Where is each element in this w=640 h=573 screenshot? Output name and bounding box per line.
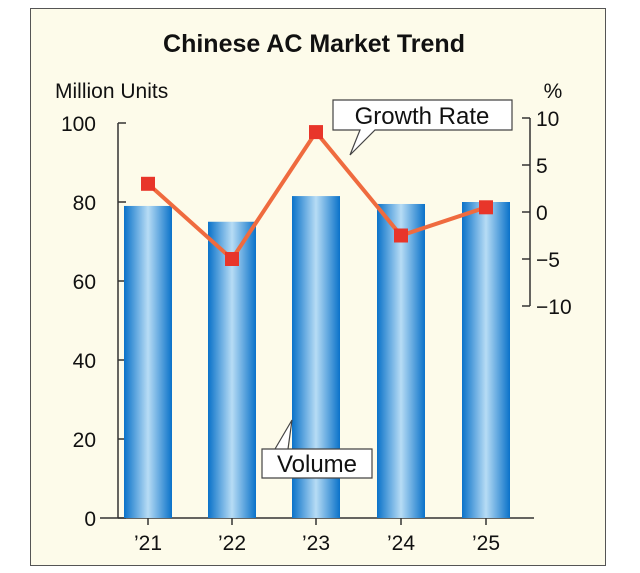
growth-rate-point-1 — [225, 252, 239, 266]
bar-volume-4 — [462, 202, 510, 518]
y-tick-label: 0 — [84, 508, 96, 531]
y-axis-label: Million Units — [55, 80, 168, 103]
y2-tick-label: 10 — [536, 108, 559, 131]
growth-rate-point-4 — [479, 200, 493, 215]
y2-tick-label: −10 — [536, 296, 572, 319]
growth-rate-point-0 — [141, 176, 155, 191]
y-tick-label: 20 — [73, 429, 96, 452]
y-tick-label: 40 — [73, 350, 96, 373]
growth-rate-callout-label: Growth Rate — [355, 103, 490, 130]
y-tick-label: 100 — [61, 113, 96, 136]
y2-axis-label: % — [544, 80, 563, 103]
y2-tick-label: 5 — [536, 155, 548, 178]
volume-callout-label: Volume — [277, 451, 357, 478]
growth-rate-point-3 — [394, 228, 408, 243]
growth-rate-callout-box — [332, 99, 513, 156]
x-tick-label: ’24 — [387, 532, 415, 555]
y2-tick-label: −5 — [536, 249, 560, 272]
growth-rate-point-2 — [309, 125, 323, 140]
volume-callout-box — [261, 419, 373, 479]
bar-volume-0 — [124, 205, 172, 518]
y2-tick-label: 0 — [536, 202, 548, 225]
bar-volume-3 — [377, 203, 425, 518]
y-tick-label: 80 — [73, 192, 96, 215]
x-tick-label: ’23 — [302, 532, 330, 555]
x-tick-label: ’21 — [134, 532, 162, 555]
y-tick-label: 60 — [73, 271, 96, 294]
x-tick-label: ’25 — [472, 532, 500, 555]
chart-title: Chinese AC Market Trend — [163, 30, 465, 58]
x-tick-label: ’22 — [218, 532, 246, 555]
bar-volume-1 — [208, 221, 256, 518]
